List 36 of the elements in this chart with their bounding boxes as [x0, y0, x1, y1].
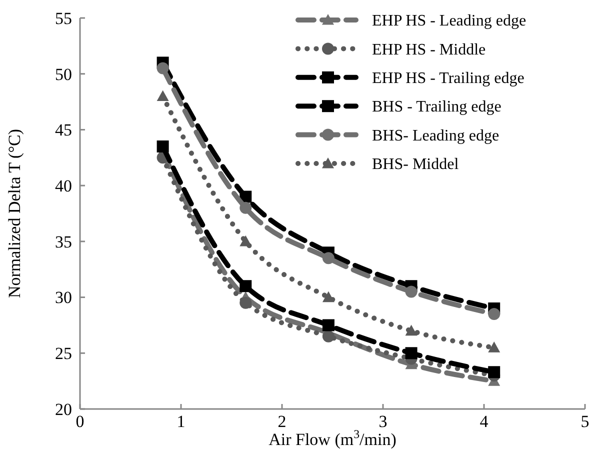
point: [156, 62, 169, 74]
point: [156, 140, 169, 152]
x-tick-label: 1: [176, 412, 186, 431]
point: [240, 235, 252, 246]
point: [322, 291, 334, 302]
point: [405, 324, 418, 336]
legend-label: EHP HS - Leading edge: [372, 12, 526, 30]
legend-label: EHP HS - Trailing edge: [372, 70, 524, 87]
legend-label: BHS- Leading edge: [372, 127, 500, 144]
point: [322, 252, 334, 264]
y-tick-label: 40: [55, 176, 72, 196]
y-tick-label: 30: [55, 288, 72, 308]
y-tick-label: 35: [55, 232, 72, 252]
x-tick-label: 5: [580, 412, 590, 431]
point: [240, 296, 252, 309]
legend-label: BHS - Trailing edge: [372, 98, 502, 116]
point: [488, 342, 500, 352]
point: [156, 90, 169, 101]
point: [405, 286, 418, 298]
point: [322, 330, 334, 342]
y-tick-label: 20: [55, 400, 72, 419]
point: [240, 202, 252, 214]
y-axis-title: Normalized Delta T (°C): [5, 128, 24, 298]
point: [405, 347, 418, 360]
y-tick-label: 25: [55, 344, 72, 364]
point: [488, 366, 500, 378]
point: [488, 308, 500, 320]
x-tick-label: 0: [76, 412, 84, 431]
y-tick-label: 50: [55, 64, 72, 84]
legend-label: BHS- Middel: [372, 156, 460, 174]
point: [322, 319, 334, 332]
y-tick-label: 55: [55, 8, 72, 28]
x-tick-label: 4: [480, 412, 489, 431]
point: [240, 280, 252, 292]
y-tick-label: 45: [55, 120, 72, 140]
legend-label: EHP HS - Middle: [372, 41, 486, 58]
